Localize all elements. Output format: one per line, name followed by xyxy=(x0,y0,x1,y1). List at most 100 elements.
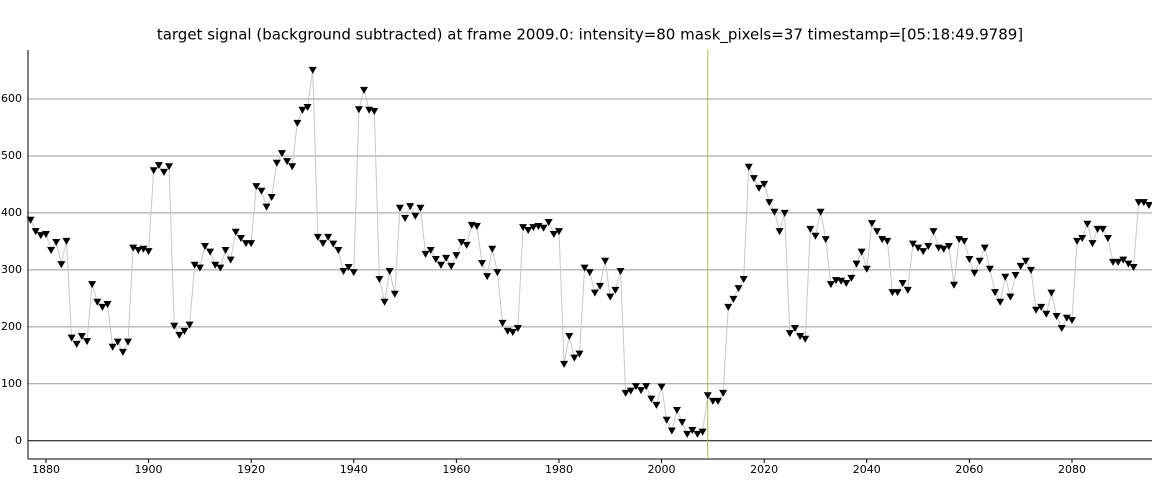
data-point xyxy=(211,261,220,269)
data-point xyxy=(180,327,189,335)
data-point xyxy=(729,295,738,303)
data-point xyxy=(688,426,697,434)
data-point xyxy=(1026,266,1035,274)
data-point xyxy=(970,269,979,277)
y-tick-label: 500 xyxy=(1,149,22,162)
data-point xyxy=(554,228,563,236)
data-point xyxy=(667,427,676,435)
data-point xyxy=(693,430,702,438)
data-point xyxy=(154,162,163,170)
data-point xyxy=(637,387,646,395)
data-point xyxy=(26,216,35,224)
data-point xyxy=(288,163,297,171)
data-point xyxy=(118,348,127,356)
data-point xyxy=(406,203,415,211)
data-point xyxy=(431,256,440,264)
data-point xyxy=(765,199,774,207)
data-point xyxy=(908,240,917,248)
data-point xyxy=(708,397,717,405)
data-point xyxy=(996,298,1005,306)
data-point xyxy=(190,261,199,269)
data-point xyxy=(329,240,338,248)
data-point xyxy=(1134,199,1143,207)
data-point xyxy=(262,203,271,211)
data-point xyxy=(1052,313,1061,321)
data-point xyxy=(606,293,615,301)
data-point xyxy=(734,285,743,293)
data-point xyxy=(857,248,866,256)
data-point xyxy=(385,268,394,276)
data-point xyxy=(1083,220,1092,228)
data-point xyxy=(760,180,769,188)
data-point xyxy=(560,360,569,368)
data-point xyxy=(683,430,692,438)
data-point xyxy=(1062,314,1071,322)
data-point xyxy=(1088,240,1097,248)
data-point xyxy=(236,234,245,242)
data-point xyxy=(719,389,728,397)
data-point xyxy=(1011,272,1020,280)
data-point xyxy=(226,256,235,264)
data-point xyxy=(626,387,635,395)
data-point xyxy=(293,119,302,127)
data-point xyxy=(416,204,425,212)
data-point xyxy=(370,107,379,115)
data-point xyxy=(601,257,610,265)
data-point xyxy=(1124,260,1133,268)
x-tick-label: 2000 xyxy=(648,463,676,476)
data-point xyxy=(703,392,712,400)
data-point xyxy=(662,416,671,424)
data-point xyxy=(883,237,892,245)
data-point xyxy=(898,279,907,287)
data-point xyxy=(62,237,71,245)
data-point xyxy=(175,331,184,339)
data-point xyxy=(939,245,948,253)
data-point xyxy=(944,242,953,250)
data-point xyxy=(1144,201,1152,209)
data-point xyxy=(139,245,148,253)
x-tick-label: 2080 xyxy=(1058,463,1086,476)
data-point xyxy=(206,248,215,256)
y-tick-label: 600 xyxy=(1,92,22,105)
data-point xyxy=(144,248,153,256)
data-point xyxy=(739,275,748,283)
data-point xyxy=(498,319,507,327)
data-point xyxy=(867,220,876,228)
data-point xyxy=(508,328,517,336)
data-point xyxy=(1093,225,1102,233)
data-point xyxy=(124,338,133,346)
data-point xyxy=(780,209,789,217)
data-point xyxy=(888,289,897,297)
data-point xyxy=(1103,234,1112,242)
data-point xyxy=(257,187,266,195)
data-point xyxy=(67,334,76,342)
data-point xyxy=(165,163,174,171)
data-point xyxy=(893,289,902,297)
data-point xyxy=(1006,293,1015,301)
data-point xyxy=(580,264,589,272)
data-point xyxy=(52,238,61,246)
data-point xyxy=(801,335,810,343)
data-point xyxy=(549,230,558,238)
data-point xyxy=(77,332,86,340)
data-point xyxy=(672,407,681,415)
x-tick-label: 1980 xyxy=(545,463,573,476)
data-point xyxy=(1057,324,1066,332)
data-point xyxy=(88,281,97,289)
data-point xyxy=(1016,262,1025,270)
data-point xyxy=(98,303,107,311)
data-point xyxy=(847,274,856,282)
data-point xyxy=(826,281,835,289)
data-point xyxy=(596,282,605,290)
x-tick-label: 1960 xyxy=(442,463,470,476)
data-point xyxy=(529,224,538,232)
data-point xyxy=(339,268,348,276)
data-point xyxy=(277,150,286,158)
data-point xyxy=(334,246,343,254)
x-tick-label: 1880 xyxy=(32,463,60,476)
data-point xyxy=(724,303,733,311)
data-point xyxy=(1073,237,1082,245)
data-point xyxy=(493,269,502,277)
data-point xyxy=(544,219,553,227)
